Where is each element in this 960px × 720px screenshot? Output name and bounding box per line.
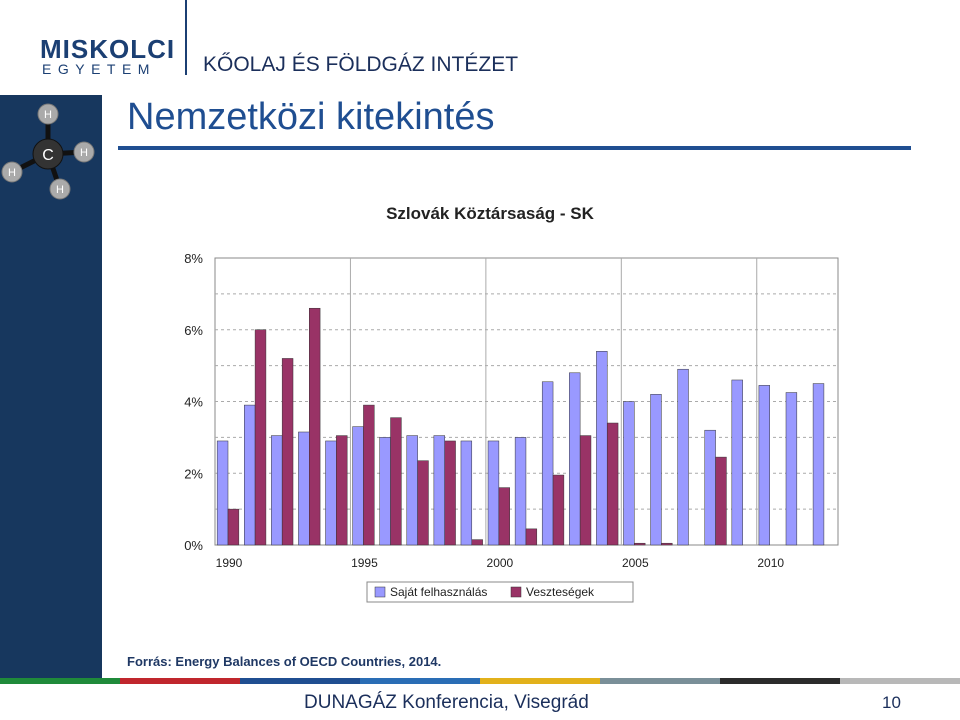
bar-vesztesegek bbox=[715, 456, 727, 546]
atom-c-label: C bbox=[42, 147, 54, 164]
bar-sajat-felhasznalas bbox=[785, 392, 798, 546]
bar-sajat-felhasznalas bbox=[406, 435, 418, 546]
x-tick-label: 1990 bbox=[216, 556, 243, 570]
bar-vesztesegek bbox=[471, 539, 483, 546]
atom-h-top-label: H bbox=[44, 109, 52, 121]
bar-vesztesegek bbox=[634, 542, 646, 546]
atom-h-top bbox=[37, 103, 59, 125]
bar-vesztesegek bbox=[552, 474, 565, 546]
bar-sajat-felhasznalas bbox=[352, 426, 364, 546]
legend-swatch bbox=[374, 586, 386, 598]
bar-vesztesegek bbox=[254, 329, 267, 546]
atom-h-left bbox=[1, 161, 23, 183]
source-note: Forrás: Energy Balances of OECD Countrie… bbox=[127, 654, 442, 669]
stripe-segment bbox=[120, 678, 241, 684]
atom-h-left-label: H bbox=[8, 167, 16, 179]
bar-sajat-felhasznalas bbox=[379, 437, 391, 546]
university-logo: MISKOLCI EGYETEM bbox=[40, 34, 180, 79]
bar-sajat-felhasznalas bbox=[298, 431, 310, 546]
bar-vesztesegek bbox=[281, 358, 294, 546]
atom-h-right bbox=[73, 141, 95, 163]
stripe-segment bbox=[840, 678, 960, 684]
bar-sajat-felhasznalas bbox=[433, 435, 445, 546]
x-tick-label: 1995 bbox=[351, 556, 378, 570]
chart-title: Szlovák Köztársaság - SK bbox=[386, 204, 595, 223]
y-tick-label: 2% bbox=[184, 466, 203, 481]
x-tick-label: 2010 bbox=[757, 556, 784, 570]
slide-title: Nemzetközi kitekintés bbox=[127, 96, 495, 138]
bar-sajat-felhasznalas bbox=[569, 372, 581, 546]
y-tick-label: 0% bbox=[184, 538, 203, 553]
bar-chart: Szlovák Köztársaság - SK 0% 2% 4% 6% 8% 1990 1… bbox=[184, 204, 839, 603]
institute-name: KŐOLAJ ÉS FÖLDGÁZ INTÉZET bbox=[203, 53, 519, 76]
bar-sajat-felhasznalas bbox=[216, 440, 229, 546]
y-tick-label: 8% bbox=[184, 251, 203, 266]
y-tick-label: 6% bbox=[184, 323, 203, 338]
stripe-segment bbox=[0, 678, 121, 684]
bar-vesztesegek bbox=[661, 542, 673, 546]
bar-sajat-felhasznalas bbox=[758, 385, 770, 546]
bar-sajat-felhasznalas bbox=[460, 440, 473, 546]
stripe-segment bbox=[360, 678, 481, 684]
bar-sajat-felhasznalas bbox=[812, 383, 825, 546]
bar-sajat-felhasznalas bbox=[704, 429, 716, 546]
bar-sajat-felhasznalas bbox=[541, 381, 554, 546]
bar-vesztesegek bbox=[579, 435, 592, 546]
logo-sub-text: EGYETEM bbox=[42, 61, 156, 77]
title-underline bbox=[118, 146, 911, 150]
y-tick-label: 4% bbox=[184, 395, 203, 410]
logo-main-text: MISKOLCI bbox=[40, 34, 176, 64]
bar-vesztesegek bbox=[227, 508, 240, 546]
legend-label: Veszteségek bbox=[526, 585, 595, 599]
bar-vesztesegek bbox=[390, 417, 402, 546]
bar-vesztesegek bbox=[309, 307, 321, 546]
bar-vesztesegek bbox=[498, 487, 510, 546]
legend-box bbox=[366, 581, 634, 603]
bar-vesztesegek bbox=[363, 404, 375, 546]
x-tick-label: 2005 bbox=[622, 556, 649, 570]
legend-label: Saját felhasználás bbox=[390, 585, 487, 599]
stripe-segment bbox=[240, 678, 361, 684]
bar-sajat-felhasznalas bbox=[487, 440, 500, 546]
atom-h-bottom bbox=[49, 178, 71, 200]
atom-c-center bbox=[32, 138, 64, 170]
bar-vesztesegek bbox=[525, 528, 538, 546]
legend-swatch bbox=[510, 586, 522, 598]
atom-h-right-label: H bbox=[80, 147, 88, 159]
bar-sajat-felhasznalas bbox=[677, 368, 689, 546]
bar-sajat-felhasznalas bbox=[325, 440, 337, 546]
header-divider bbox=[185, 0, 187, 75]
stripe-segment bbox=[480, 678, 601, 684]
stripe-segment bbox=[720, 678, 841, 684]
methane-molecule-icon: H H H H C bbox=[1, 103, 95, 200]
bar-sajat-felhasznalas bbox=[731, 379, 743, 546]
bar-sajat-felhasznalas bbox=[650, 394, 662, 546]
bar-vesztesegek bbox=[417, 460, 429, 546]
stripe-segment bbox=[600, 678, 721, 684]
footer-conference: DUNAGÁZ Konferencia, Visegrád bbox=[304, 692, 589, 713]
bar-sajat-felhasznalas bbox=[244, 404, 256, 546]
x-tick-label: 2000 bbox=[487, 556, 514, 570]
bar-sajat-felhasznalas bbox=[514, 437, 527, 546]
bar-sajat-felhasznalas bbox=[271, 435, 283, 546]
bar-vesztesegek bbox=[444, 440, 456, 546]
bar-sajat-felhasznalas bbox=[623, 401, 635, 546]
atom-h-bottom-label: H bbox=[56, 184, 64, 196]
bar-vesztesegek bbox=[606, 422, 619, 546]
bar-sajat-felhasznalas bbox=[596, 351, 608, 546]
bar-vesztesegek bbox=[336, 435, 348, 546]
page-number: 10 bbox=[882, 693, 901, 712]
color-stripe-bar bbox=[0, 678, 960, 684]
